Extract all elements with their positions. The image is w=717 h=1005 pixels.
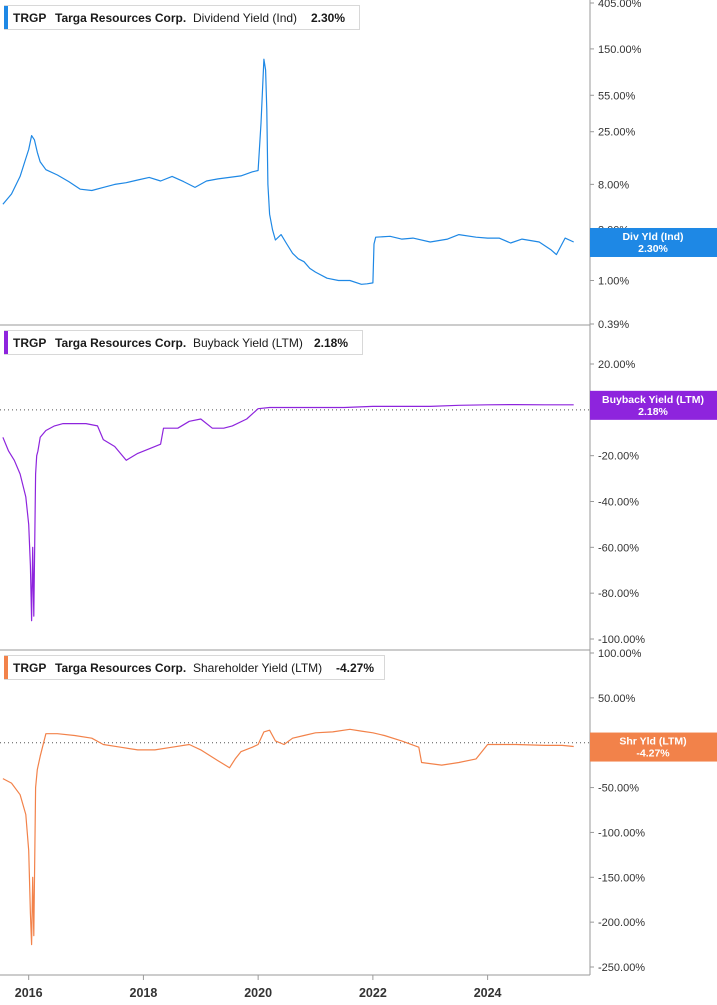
dividend-yield-legend-metric: Dividend Yield (Ind)	[193, 11, 297, 25]
x-tick-label: 2018	[130, 986, 158, 1000]
dividend-yield-y-tick-label: 0.39%	[598, 319, 629, 331]
shareholder-yield-series-line	[2, 728, 574, 946]
dividend-yield-legend-value: 2.30%	[311, 11, 345, 25]
buyback-yield-y-tick-label: -80.00%	[598, 588, 639, 600]
shareholder-yield-y-tick-label: -200.00%	[598, 917, 645, 929]
shareholder-yield-legend-company: Targa Resources Corp.	[55, 661, 186, 675]
shareholder-yield-y-tick-label: 100.00%	[598, 648, 642, 660]
dividend-yield-tag-label: Div Yld (Ind)	[622, 231, 683, 243]
shareholder-yield-value-tag	[590, 732, 717, 762]
buyback-yield-legend-swatch	[4, 331, 8, 354]
shareholder-yield-y-tick-label: -50.00%	[598, 783, 639, 795]
shareholder-yield-legend-value: -4.27%	[336, 661, 374, 675]
dividend-yield-value-tag	[590, 227, 717, 257]
shareholder-yield-y-tick-label: -100.00%	[598, 827, 645, 839]
shareholder-yield-legend-ticker: TRGP	[13, 661, 46, 675]
shareholder-yield-legend-metric: Shareholder Yield (LTM)	[193, 661, 322, 675]
x-tick-label: 2022	[359, 986, 387, 1000]
buyback-yield-y-tick-label: -60.00%	[598, 542, 639, 554]
dividend-yield-y-tick-label: 8.00%	[598, 179, 629, 191]
dividend-yield-legend-ticker: TRGP	[13, 11, 46, 25]
dividend-yield-y-tick-label: 405.00%	[598, 0, 642, 10]
shareholder-yield-legend-swatch	[4, 656, 8, 679]
shareholder-yield-y-tick-label: -150.00%	[598, 872, 645, 884]
dividend-yield-y-tick-label: 1.00%	[598, 275, 629, 287]
buyback-yield-series-line	[2, 404, 574, 622]
buyback-yield-value-tag	[590, 390, 717, 420]
buyback-yield-legend-company: Targa Resources Corp.	[55, 336, 186, 350]
dividend-yield-y-tick-label: 55.00%	[598, 90, 636, 102]
shareholder-yield-legend	[4, 655, 385, 680]
buyback-yield-legend-value: 2.18%	[314, 336, 348, 350]
buyback-yield-tag-value: 2.18%	[638, 406, 668, 418]
dividend-yield-legend	[4, 5, 360, 30]
buyback-yield-y-tick-label: -20.00%	[598, 451, 639, 463]
shareholder-yield-y-tick-label: -250.00%	[598, 962, 645, 974]
x-tick-label: 2024	[474, 986, 502, 1000]
x-tick-label: 2016	[15, 986, 43, 1000]
dividend-yield-legend-swatch	[4, 6, 8, 29]
dividend-yield-tag-value: 2.30%	[638, 243, 668, 255]
buyback-yield-y-tick-label: -40.00%	[598, 497, 639, 509]
x-tick-label: 2020	[244, 986, 272, 1000]
dividend-yield-series-line	[2, 58, 574, 285]
dividend-yield-y-tick-label: 150.00%	[598, 44, 642, 56]
buyback-yield-legend-metric: Buyback Yield (LTM)	[193, 336, 303, 350]
buyback-yield-legend-ticker: TRGP	[13, 336, 46, 350]
dividend-yield-y-tick-label: 25.00%	[598, 127, 636, 139]
dividend-yield-legend-company: Targa Resources Corp.	[55, 11, 186, 25]
shareholder-yield-tag-value: -4.27%	[636, 748, 670, 760]
buyback-yield-y-tick-label: 20.00%	[598, 359, 636, 371]
buyback-yield-tag-label: Buyback Yield (LTM)	[602, 394, 704, 406]
buyback-yield-y-tick-label: -100.00%	[598, 634, 645, 646]
shareholder-yield-y-tick-label: 50.00%	[598, 693, 636, 705]
shareholder-yield-tag-label: Shr Yld (LTM)	[619, 736, 686, 748]
